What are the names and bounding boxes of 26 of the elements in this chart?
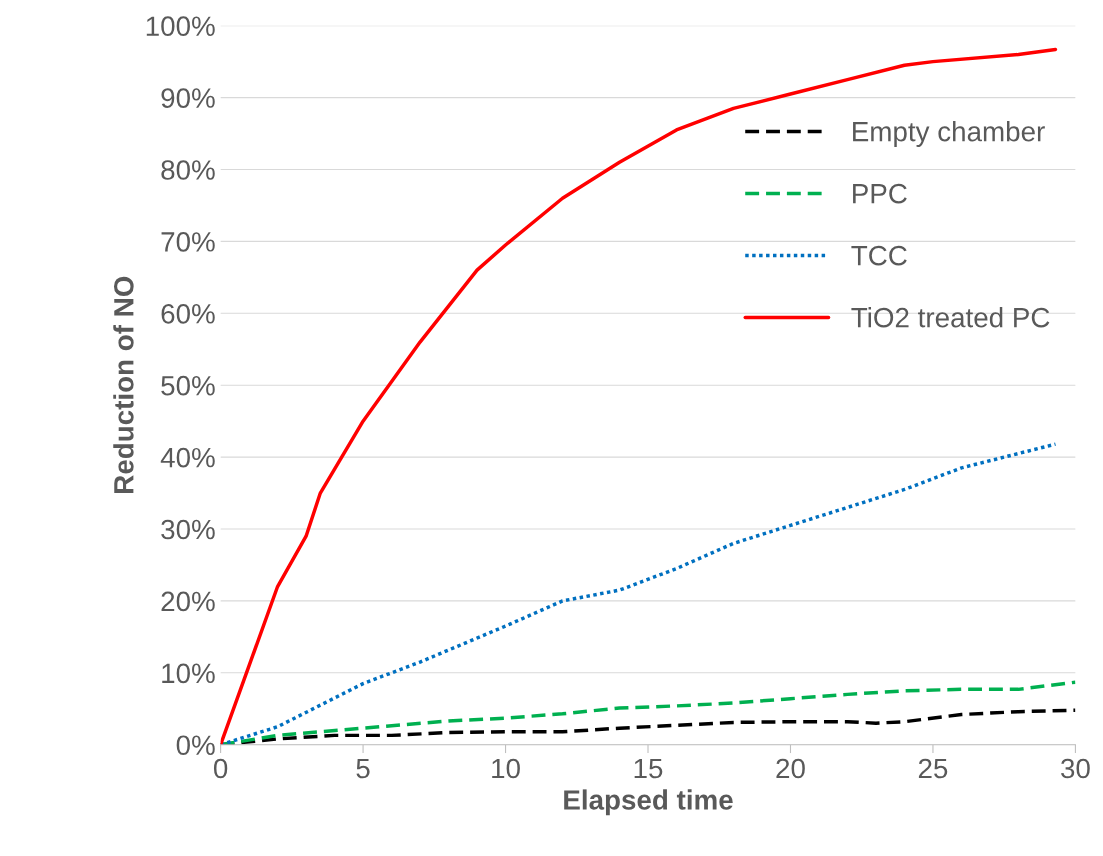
y-tick-label: 70%	[161, 232, 215, 252]
x-tick-label: 0	[213, 758, 228, 779]
y-tick-label: 30%	[161, 519, 215, 540]
legend-label: Empty chamber	[853, 121, 1045, 147]
legend-label: TiO2 treated PC	[851, 307, 1050, 328]
line-series	[220, 442, 1058, 745]
y-tick-label: 80%	[161, 160, 215, 180]
y-tick-label: 60%	[161, 303, 215, 324]
x-tick-label: 25	[918, 758, 948, 779]
line-series	[220, 47, 1058, 745]
y-tick-label: 20%	[161, 591, 215, 612]
y-tick-label: 100%	[146, 16, 215, 37]
y-tick-label: 50%	[161, 375, 215, 396]
x-tick-label: 10	[492, 758, 520, 779]
legend-label: PPC	[853, 183, 907, 204]
x-tick-label: 5	[356, 758, 370, 779]
y-tick-label: 40%	[160, 447, 215, 468]
y-tick-label: 10%	[162, 663, 215, 684]
y-axis-title: Reduction of NO	[113, 276, 134, 493]
x-tick-label: 30	[1061, 758, 1090, 779]
x-tick-label: 20	[776, 758, 805, 779]
x-tick-label: 15	[634, 758, 663, 779]
y-tick-label: 90%	[161, 88, 215, 108]
legend-label: TCC	[851, 245, 907, 266]
x-axis-title: Elapsed time	[564, 789, 733, 816]
y-tick-label: 0%	[176, 735, 215, 756]
